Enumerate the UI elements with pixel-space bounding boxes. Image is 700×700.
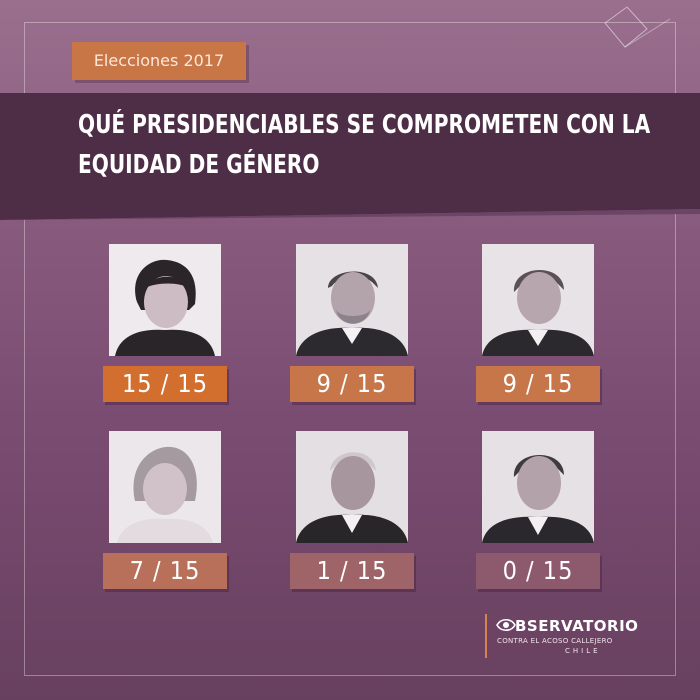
title-band [0,93,700,209]
candidate-photo [109,431,221,543]
band-fold [0,196,700,220]
decorative-frame [24,22,676,676]
page-title: QUÉ PRESIDENCIABLES SE COMPROMETEN CON L… [78,105,651,185]
candidate-photo [482,244,594,356]
candidate-card-6: 0 / 15 [476,431,600,589]
candidate-card-3: 9 / 15 [476,244,600,402]
score-badge: 9 / 15 [290,366,414,402]
score-badge: 15 / 15 [103,366,227,402]
diamond-icon [604,6,671,48]
candidate-card-5: 1 / 15 [290,431,414,589]
candidate-photo [482,431,594,543]
logo-divider [485,614,487,658]
score-badge: 0 / 15 [476,553,600,589]
score-badge: 7 / 15 [103,553,227,589]
election-tag: Elecciones 2017 [72,42,246,80]
title-line-1: QUÉ PRESIDENCIABLES SE COMPROMETEN CON L… [78,110,651,140]
candidate-photo [296,244,408,356]
score-badge: 9 / 15 [476,366,600,402]
logo-name: BSERVATORIO [515,617,639,635]
candidate-card-2: 9 / 15 [290,244,414,402]
logo-subtitle: CONTRA EL ACOSO CALLEJERO [497,637,613,645]
candidate-photo [109,244,221,356]
observatorio-logo: BSERVATORIO CONTRA EL ACOSO CALLEJERO CH… [485,612,645,662]
score-badge: 1 / 15 [290,553,414,589]
logo-country: CHILE [565,647,601,655]
title-line-2: EQUIDAD DE GÉNERO [78,150,320,180]
candidate-card-4: 7 / 15 [103,431,227,589]
eye-icon [496,618,516,632]
candidate-card-1: 15 / 15 [103,244,227,402]
candidate-photo [296,431,408,543]
